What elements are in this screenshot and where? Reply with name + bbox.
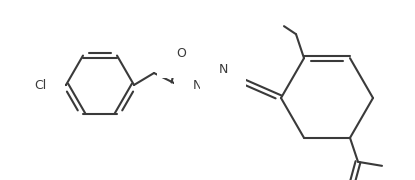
Text: O: O [176, 46, 186, 60]
Text: NH: NH [193, 78, 211, 91]
Text: Cl: Cl [34, 78, 46, 91]
Text: N: N [218, 62, 228, 75]
